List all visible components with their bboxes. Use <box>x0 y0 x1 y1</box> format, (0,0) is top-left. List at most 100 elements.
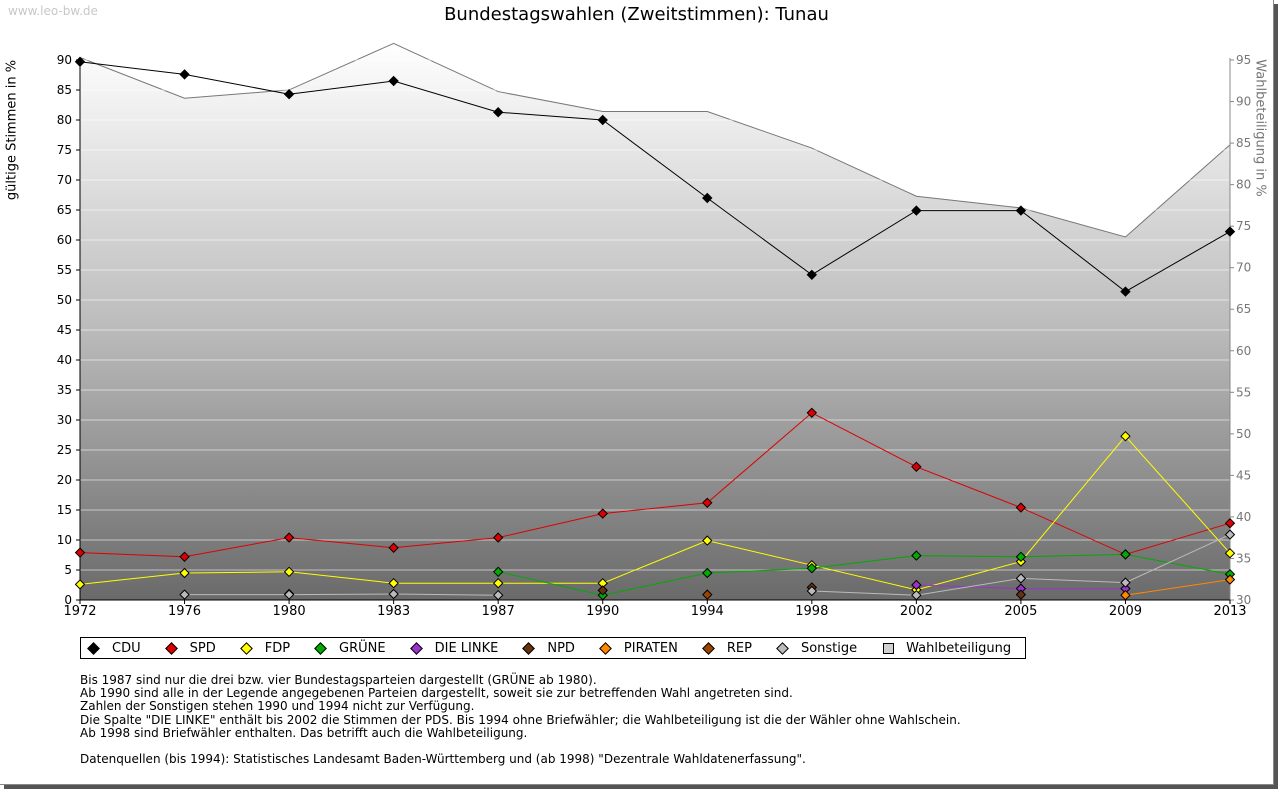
y-tick-label-right: 80 <box>1236 178 1251 192</box>
data-point-gr-ne <box>911 550 922 561</box>
y-tick-label-right: 95 <box>1236 53 1251 67</box>
series-line-fdp <box>79 435 1231 591</box>
x-tick-label: 1994 <box>691 604 724 619</box>
data-point-piraten <box>1120 589 1131 601</box>
data-point-sonstige <box>806 585 818 597</box>
data-point-spd <box>1015 502 1027 513</box>
data-point-sonstige <box>492 589 504 601</box>
turnout-area <box>80 43 1230 600</box>
x-tick-label: 2013 <box>1213 604 1246 619</box>
data-point-gr-ne <box>806 562 818 574</box>
legend-diamond-marker <box>314 641 327 655</box>
y-tick-label-right: 75 <box>1236 219 1251 233</box>
y-tick-label-left: 65 <box>57 203 72 217</box>
data-point-spd <box>1224 517 1236 529</box>
legend-diamond-marker <box>599 641 612 655</box>
y-tick-label-right: 85 <box>1236 136 1251 150</box>
data-point-die-linke <box>911 579 922 591</box>
data-point-sonstige <box>283 589 295 600</box>
series-line-piraten <box>1125 579 1231 596</box>
legend-item: NPD <box>522 640 575 656</box>
data-point-sonstige <box>1015 573 1027 584</box>
legend-label: Sonstige <box>800 640 858 656</box>
data-point-fdp <box>283 566 295 578</box>
y-tick-label-left: 0 <box>64 593 72 607</box>
data-point-cdu <box>702 192 713 204</box>
y-tick-label-left: 35 <box>57 383 72 397</box>
data-point-sonstige <box>1224 529 1236 540</box>
legend-item: FDP <box>239 640 291 656</box>
legend-label: Wahlbeteiligung <box>906 640 1012 656</box>
legend-item: Sonstige <box>776 640 858 656</box>
x-tick-label: 1998 <box>795 604 828 619</box>
y-tick-label-right: 30 <box>1236 593 1251 607</box>
data-point-spd <box>492 532 504 543</box>
data-point-fdp <box>74 579 86 590</box>
y-tick-label-left: 70 <box>57 173 72 187</box>
y-tick-label-right: 45 <box>1236 468 1251 482</box>
data-point-fdp <box>388 577 399 589</box>
legend-diamond-marker <box>776 641 789 655</box>
legend-diamond-marker <box>87 641 100 655</box>
data-point-cdu <box>597 114 608 126</box>
data-point-rep <box>702 589 713 600</box>
data-point-sonstige <box>1120 577 1131 588</box>
legend-label: FDP <box>264 640 291 656</box>
x-tick-label: 2002 <box>900 604 933 619</box>
legend-item: DIE LINKE <box>409 641 498 656</box>
x-tick-label: 1983 <box>377 604 410 619</box>
legend-item: Wahlbeteiligung <box>883 641 1011 656</box>
y-tick-label-right: 60 <box>1236 344 1251 358</box>
legend-diamond-marker <box>409 641 423 655</box>
legend-item: REP <box>702 640 752 656</box>
y-tick-label-left: 50 <box>57 293 72 307</box>
y-tick-label-left: 15 <box>57 503 72 517</box>
data-point-npd <box>597 585 608 596</box>
watermark: www.leo-bw.de <box>8 4 98 18</box>
data-point-cdu <box>492 106 504 118</box>
data-point-gr-ne <box>1015 551 1027 563</box>
series-line-cdu <box>79 61 1231 293</box>
data-point-spd <box>911 461 922 473</box>
x-tick-label: 1976 <box>168 604 201 619</box>
x-tick-label: 2005 <box>1004 604 1037 619</box>
legend-label: GRÜNE <box>339 640 386 656</box>
y-tick-label-left: 85 <box>57 83 72 97</box>
data-point-gr-ne <box>702 567 713 579</box>
data-point-spd <box>179 551 190 563</box>
data-point-gr-ne <box>1120 549 1131 560</box>
data-point-fdp <box>1224 547 1236 559</box>
data-point-spd <box>806 407 818 419</box>
series-line-spd <box>79 412 1231 558</box>
chart-title: Bundestagswahlen (Zweitstimmen): Tunau <box>444 4 829 25</box>
legend-label: NPD <box>547 640 575 656</box>
y-tick-label-right: 40 <box>1236 510 1251 524</box>
plot-area: 0 5 10 15 20 25 30 35 40 45 50 55 60 65 70 75 80 85 90 30 35… <box>57 42 1251 619</box>
legend-label: REP <box>726 640 752 656</box>
data-point-cdu <box>806 269 818 281</box>
legend-item: CDU <box>87 641 141 656</box>
y-tick-label-left: 40 <box>57 353 72 367</box>
data-point-spd <box>388 542 399 554</box>
data-point-spd <box>74 547 86 558</box>
note-line: Ab 1998 sind Briefwähler enthalten. Das … <box>80 725 528 740</box>
y-tick-label-left: 55 <box>57 263 72 277</box>
data-point-fdp <box>1120 430 1131 442</box>
x-tick-label: 2009 <box>1109 604 1142 619</box>
y-tick-label-left: 20 <box>57 473 72 487</box>
note-line: Bis 1987 sind nur die drei bzw. vier Bun… <box>80 673 597 687</box>
data-point-cdu <box>911 205 922 216</box>
y-tick-label-left: 30 <box>57 413 72 427</box>
x-tick-label: 1990 <box>586 604 619 619</box>
data-point-sonstige <box>179 589 190 600</box>
x-tick-label: 1972 <box>63 604 96 619</box>
data-point-fdp <box>492 577 504 589</box>
y-tick-label-right: 90 <box>1236 95 1251 109</box>
data-point-cdu <box>1224 226 1236 237</box>
x-tick-label: 1980 <box>273 604 306 619</box>
note-line: Ab 1990 sind alle in der Legende angegeb… <box>80 686 793 701</box>
legend-diamond-marker <box>239 641 253 655</box>
data-point-npd <box>1015 589 1027 600</box>
data-point-cdu <box>74 56 86 68</box>
